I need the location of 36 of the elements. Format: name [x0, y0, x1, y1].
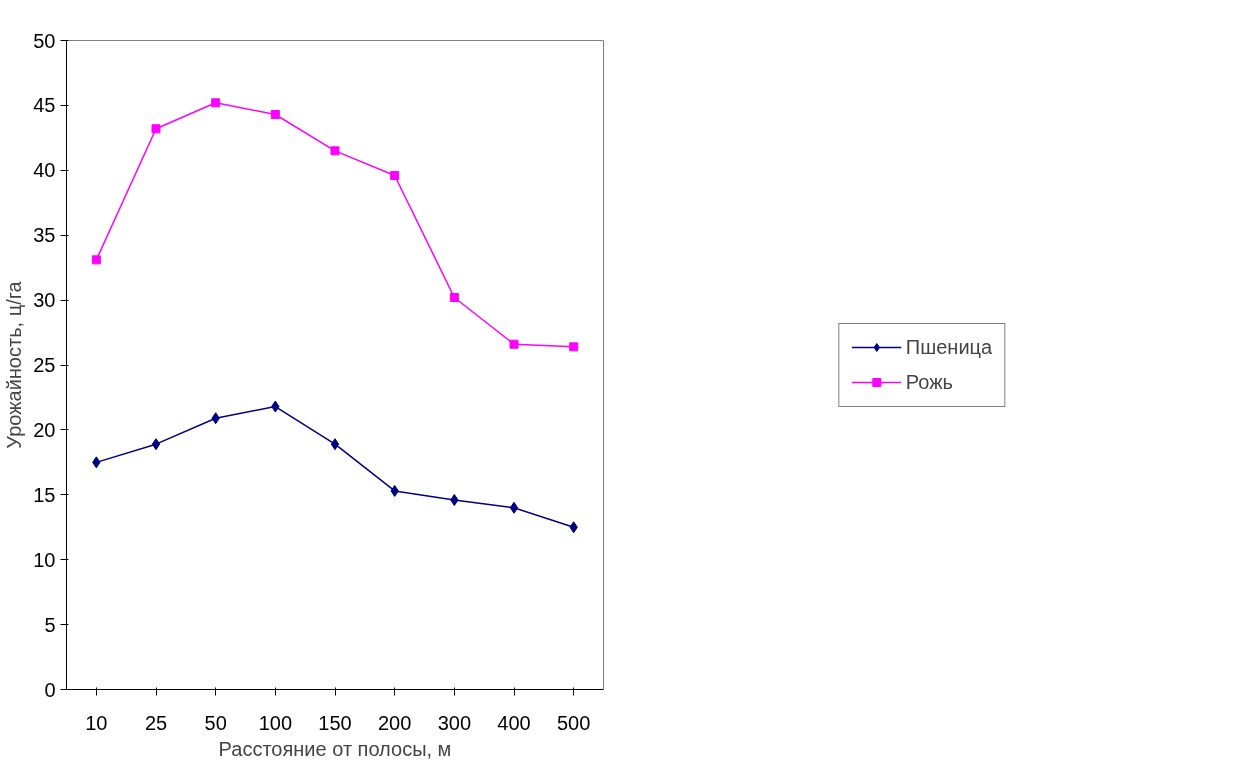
y-tick-label: 20: [33, 418, 56, 441]
point: [151, 124, 161, 134]
legend-label: Рожь: [905, 370, 953, 394]
point: [330, 438, 340, 451]
x-tick-label: 100: [258, 711, 293, 734]
y-tick-label: 10: [33, 548, 56, 571]
y-axis-title: Урожайность, ц/га: [3, 280, 26, 449]
x-tick-label: 10: [85, 711, 108, 734]
y-tick-label: 45: [33, 94, 56, 117]
y-tick-label: 0: [44, 678, 56, 701]
x-tick-label: 25: [144, 711, 168, 734]
x-tick-label: 500: [556, 711, 591, 734]
y-tick-label: 15: [33, 483, 56, 506]
point: [330, 146, 340, 156]
x-tick-label: 50: [204, 711, 227, 734]
point: [151, 438, 161, 451]
y-tick-label: 25: [33, 354, 56, 376]
x-tick-label: 200: [377, 711, 412, 734]
point: [211, 98, 221, 108]
x-tick-label: 400: [497, 711, 531, 734]
x-axis-title: Расстояние от полосы, м: [218, 737, 452, 760]
point: [91, 255, 101, 265]
point: [509, 501, 519, 514]
point: [270, 109, 280, 119]
y-tick-label: 30: [33, 289, 56, 312]
point: [449, 293, 459, 302]
point: [390, 170, 400, 180]
x-tick-label: 300: [437, 711, 472, 734]
y-tick-label: 5: [44, 613, 56, 636]
point: [569, 342, 579, 352]
point: [509, 339, 519, 349]
x-tick-label: 150: [318, 711, 352, 734]
y-tick-label: 40: [33, 159, 56, 182]
y-tick-label: 35: [33, 224, 56, 247]
y-tick-label: 50: [33, 29, 56, 52]
legend-label: Пшеница: [905, 335, 993, 359]
